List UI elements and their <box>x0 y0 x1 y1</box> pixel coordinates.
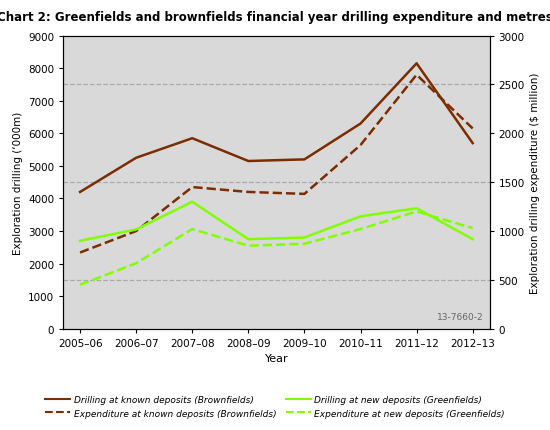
X-axis label: Year: Year <box>265 353 288 363</box>
Text: Chart 2: Greenfields and brownfields financial year drilling expenditure and met: Chart 2: Greenfields and brownfields fin… <box>0 11 550 24</box>
Y-axis label: Exploration drilling (‘000m): Exploration drilling (‘000m) <box>13 111 23 254</box>
Text: 13-7660-2: 13-7660-2 <box>437 313 483 322</box>
Y-axis label: Exploration drilling expenditure ($ million): Exploration drilling expenditure ($ mill… <box>530 72 540 293</box>
Legend: Drilling at known deposits (Brownfields), Expenditure at known deposits (Brownfi: Drilling at known deposits (Brownfields)… <box>41 392 509 421</box>
